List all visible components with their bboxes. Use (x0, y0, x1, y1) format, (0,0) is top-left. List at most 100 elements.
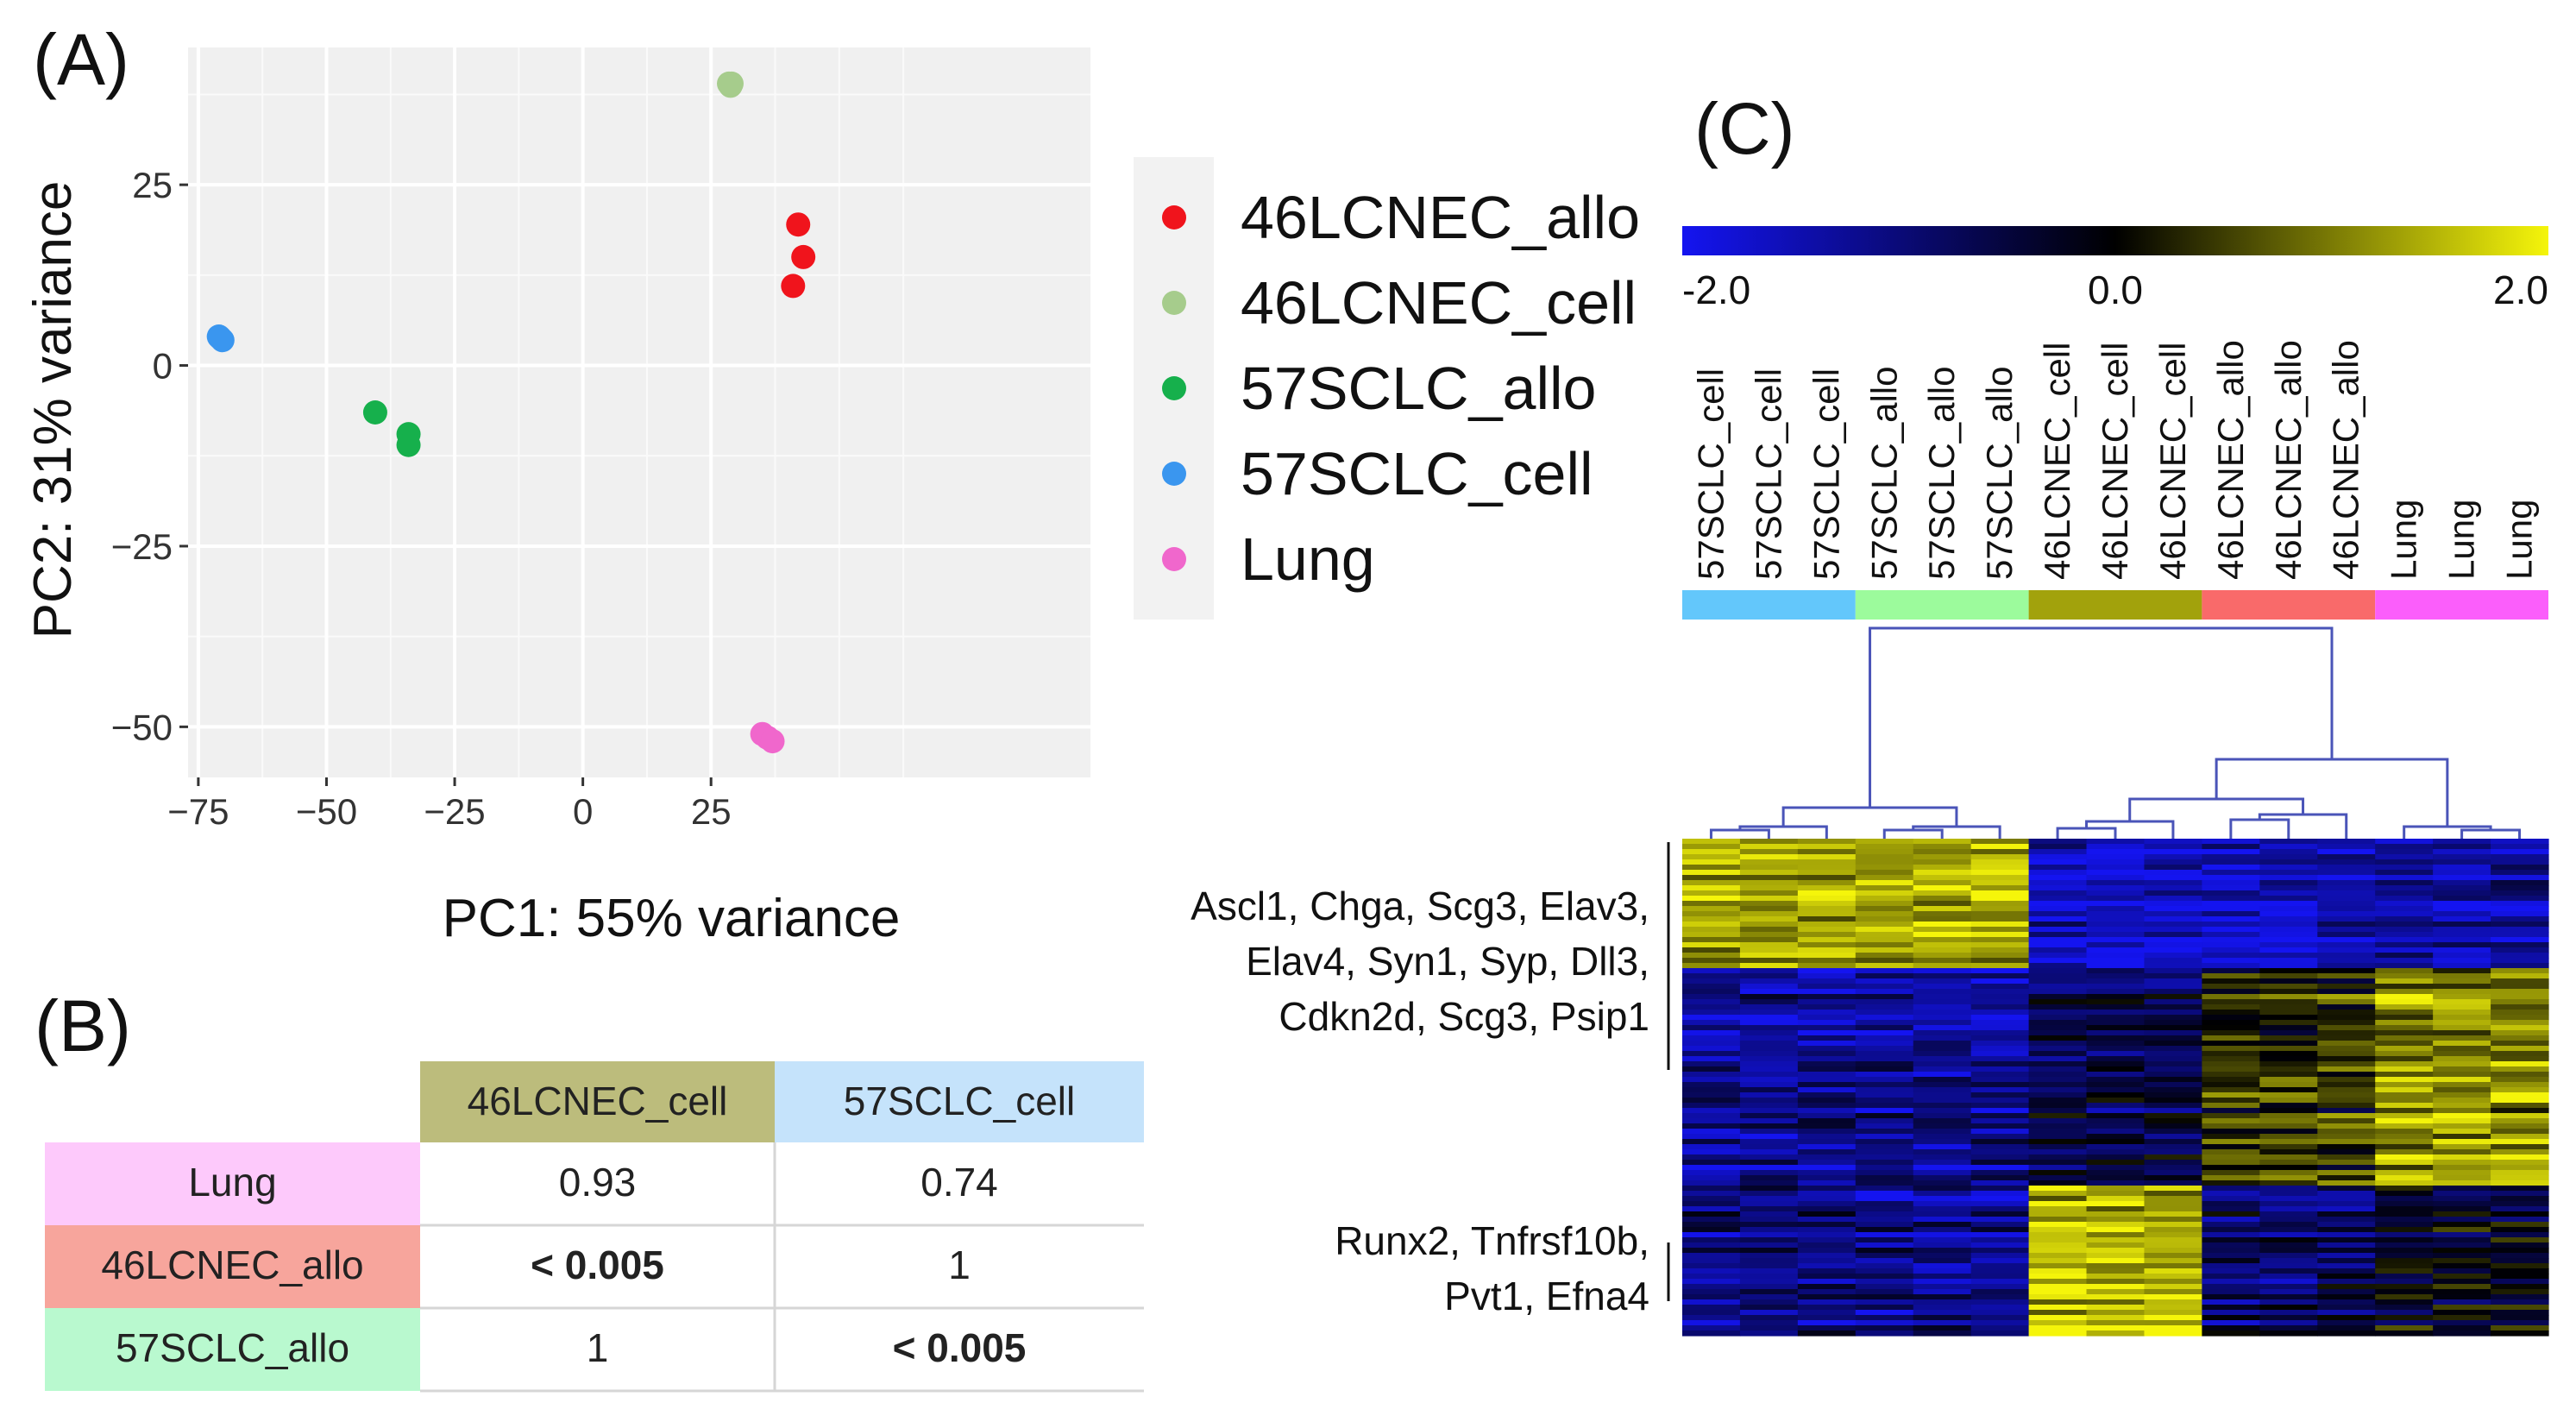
heatmap-cell (2202, 1253, 2260, 1259)
heatmap-cell (2375, 1294, 2434, 1300)
heatmap-cell (2028, 1310, 2088, 1316)
heatmap-cell (1739, 1098, 1799, 1104)
heatmap-cell (2259, 1320, 2318, 1326)
heatmap-cell (2144, 1180, 2202, 1186)
heatmap-cell (1682, 859, 1741, 865)
heatmap-cell (2259, 1305, 2318, 1311)
heatmap-cell (2375, 875, 2434, 881)
heatmap-cell (1682, 973, 1741, 979)
heatmap-cell (1682, 1330, 1741, 1337)
heatmap-cell (2433, 865, 2491, 871)
heatmap-cell (2144, 1294, 2202, 1300)
heatmap-cell (2028, 1123, 2088, 1129)
heatmap-cell (2202, 968, 2260, 974)
heatmap-cell (2317, 865, 2376, 871)
heatmap-cell (1913, 890, 1972, 896)
heatmap-cell (1913, 1041, 1972, 1047)
heatmap-cell (2086, 854, 2146, 860)
heatmap-cell (1913, 870, 1972, 876)
heatmap-cell (1970, 927, 2030, 933)
heatmap-cell (2491, 844, 2549, 850)
heatmap-cell (2086, 1227, 2146, 1233)
heatmap-cell (2028, 1263, 2088, 1269)
heatmap-cell (2317, 1035, 2376, 1041)
heatmap-cell (2375, 844, 2434, 850)
heatmap-cell (2375, 1035, 2434, 1041)
heatmap-cell (1682, 1098, 1741, 1104)
heatmap-cell (1797, 1191, 1857, 1197)
heatmap-cell (1682, 1072, 1741, 1078)
heatmap-cell (2086, 865, 2146, 871)
heatmap-cell (2028, 885, 2088, 891)
heatmap-cell (1682, 885, 1741, 891)
heatmap-cell (2375, 942, 2434, 948)
heatmap-cell (2491, 1299, 2549, 1305)
point-46lcnec-allo (786, 212, 811, 237)
heatmap-cell (2202, 1092, 2260, 1098)
heatmap-cell (1739, 1113, 1799, 1119)
heatmap-cell (2144, 1305, 2202, 1311)
heatmap-cell (2144, 1098, 2202, 1104)
heatmap-cell (2433, 1258, 2491, 1264)
heatmap-cell (2202, 1010, 2260, 1016)
heatmap-cell (1682, 927, 1741, 933)
heatmap-cell (2433, 859, 2491, 865)
heatmap-cell (2086, 1253, 2146, 1259)
heatmap-cell (2491, 1035, 2549, 1041)
heatmap-cell (1797, 1258, 1857, 1264)
heatmap-cell (1682, 932, 1741, 938)
dendrogram-branch (2229, 818, 2290, 839)
heatmap-cell (2375, 1098, 2434, 1104)
heatmap-cell (1913, 1066, 1972, 1073)
heatmap-cell (2028, 1186, 2088, 1192)
heatmap-cell (2028, 984, 2088, 990)
heatmap-cell (2028, 1139, 2088, 1145)
heatmap-cell (2259, 901, 2318, 907)
heatmap-cell (2317, 1004, 2376, 1010)
heatmap-cell (1797, 1072, 1857, 1078)
table-header-57sclc-cell: 57SCLC_cell (844, 1079, 1075, 1123)
heatmap-column-labels: 57SCLC_cell 57SCLC_cell 57SCLC_cell 57SCLC_… (1690, 340, 2539, 580)
heatmap-cell (2028, 1268, 2088, 1274)
heatmap-cell (1797, 901, 1857, 907)
heatmap-cell (1913, 1087, 1972, 1093)
heatmap-cell (2086, 1268, 2146, 1274)
heatmap-cell (1855, 1191, 1914, 1197)
heatmap-cell (1855, 839, 1914, 845)
heatmap-cell (2375, 1077, 2434, 1083)
heatmap-cell (1970, 916, 2030, 922)
heatmap-cell (2259, 1201, 2318, 1207)
heatmap-cell (2086, 1170, 2146, 1176)
heatmap-cell (2086, 1237, 2146, 1243)
heatmap-cell (1682, 1056, 1741, 1062)
heatmap-cell (1913, 1144, 1972, 1150)
heatmap-cell (1797, 1196, 1857, 1202)
heatmap-cell (1970, 1154, 2030, 1161)
dendrogram-branch (2085, 820, 2175, 839)
heatmap-cell (1855, 1113, 1914, 1119)
heatmap-cell (2317, 1066, 2376, 1073)
heatmap-cell (2433, 1284, 2491, 1290)
pca-legend: 46LCNEC_allo46LCNEC_cell57SCLC_allo57SCL… (1134, 157, 1640, 620)
heatmap-cell (2028, 1201, 2088, 1207)
heatmap-cell (1739, 994, 1799, 1000)
heatmap-cell (1739, 1242, 1799, 1249)
heatmap-cell (1739, 1175, 1799, 1181)
heatmap-cell (2086, 896, 2146, 902)
heatmap-cell (2375, 1149, 2434, 1155)
heatmap-cell (2491, 1170, 2549, 1176)
heatmap-cell (1913, 1103, 1972, 1109)
heatmap-cell (1682, 1211, 1741, 1217)
heatmap-cell (1855, 953, 1914, 959)
heatmap-cell (1739, 1103, 1799, 1109)
heatmap-cell (2317, 1320, 2376, 1326)
heatmap-cell (2202, 865, 2260, 871)
heatmap-cell (1682, 1206, 1741, 1212)
heatmap-cell (2028, 1082, 2088, 1088)
heatmap-cell (1739, 1248, 1799, 1254)
heatmap-cell (2433, 1118, 2491, 1124)
heatmap-cell (1970, 968, 2030, 974)
heatmap-cell (1970, 1242, 2030, 1249)
heatmap-cell (1682, 984, 1741, 990)
point-57sclc-allo (396, 432, 421, 457)
